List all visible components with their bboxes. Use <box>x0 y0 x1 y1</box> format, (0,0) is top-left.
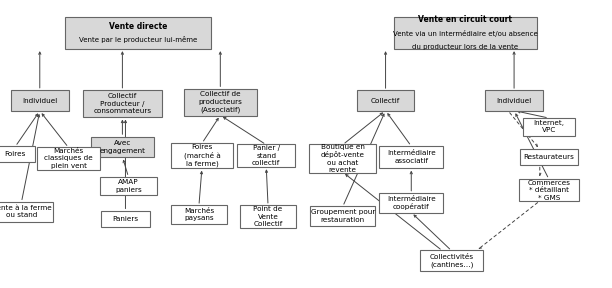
Text: Collectivités
(cantines…): Collectivités (cantines…) <box>430 254 474 268</box>
FancyBboxPatch shape <box>309 144 376 173</box>
Text: Marchés
paysans: Marchés paysans <box>184 208 214 221</box>
Text: Panier /
stand
collectif: Panier / stand collectif <box>252 145 280 166</box>
FancyBboxPatch shape <box>100 177 157 195</box>
FancyBboxPatch shape <box>91 137 154 157</box>
FancyBboxPatch shape <box>379 193 443 213</box>
Text: Vente par le producteur lui-même: Vente par le producteur lui-même <box>78 36 197 43</box>
Text: Individuel: Individuel <box>496 98 532 104</box>
Text: Vente via un intermédiaire et/ou absence: Vente via un intermédiaire et/ou absence <box>393 30 537 37</box>
FancyBboxPatch shape <box>420 250 483 271</box>
FancyBboxPatch shape <box>237 144 295 167</box>
FancyBboxPatch shape <box>240 205 296 228</box>
Text: Intermédiaire
coopératif: Intermédiaire coopératif <box>387 196 436 211</box>
FancyBboxPatch shape <box>0 146 35 162</box>
Text: Individuel: Individuel <box>22 98 58 104</box>
Text: Paniers: Paniers <box>113 216 138 222</box>
FancyBboxPatch shape <box>171 205 227 224</box>
FancyBboxPatch shape <box>485 90 543 111</box>
FancyBboxPatch shape <box>11 90 69 111</box>
FancyBboxPatch shape <box>519 179 580 202</box>
Text: AMAP
paniers: AMAP paniers <box>115 179 142 192</box>
FancyBboxPatch shape <box>101 211 149 227</box>
Text: Collectif de
producteurs
(Associatif): Collectif de producteurs (Associatif) <box>198 92 242 113</box>
FancyBboxPatch shape <box>37 147 100 170</box>
FancyBboxPatch shape <box>0 202 53 222</box>
Text: Commerces
* détaillant
* GMS: Commerces * détaillant * GMS <box>528 180 570 200</box>
FancyBboxPatch shape <box>184 89 257 116</box>
Text: Boutique en
dépôt-vente
ou achat
revente: Boutique en dépôt-vente ou achat revente <box>321 143 365 173</box>
Text: Marchés
classiques de
plein vent: Marchés classiques de plein vent <box>44 148 93 169</box>
Text: Restaurateurs: Restaurateurs <box>523 154 575 160</box>
Text: Point de
Vente
Collectif: Point de Vente Collectif <box>253 206 283 227</box>
Text: Vente en circuit court: Vente en circuit court <box>418 15 512 24</box>
Text: Avec
engagement: Avec engagement <box>99 140 146 154</box>
FancyBboxPatch shape <box>394 17 537 49</box>
FancyBboxPatch shape <box>357 90 414 111</box>
Text: Collectif: Collectif <box>371 98 400 104</box>
FancyBboxPatch shape <box>523 118 575 136</box>
Text: Collectif
Producteur /
consommateurs: Collectif Producteur / consommateurs <box>94 93 151 114</box>
Text: Vente directe: Vente directe <box>108 22 167 31</box>
Text: Intermédiaire
associatif: Intermédiaire associatif <box>387 150 436 164</box>
FancyBboxPatch shape <box>65 17 211 49</box>
FancyBboxPatch shape <box>310 206 376 226</box>
Text: Internet,
VPC: Internet, VPC <box>534 120 564 133</box>
Text: Vente à la ferme
ou stand: Vente à la ferme ou stand <box>0 205 51 218</box>
FancyBboxPatch shape <box>171 143 233 168</box>
Text: Foires
(marché à
la ferme): Foires (marché à la ferme) <box>184 144 220 167</box>
FancyBboxPatch shape <box>520 149 578 165</box>
Text: Groupement pour
restauration: Groupement pour restauration <box>310 209 375 223</box>
Text: Foires: Foires <box>5 151 26 157</box>
FancyBboxPatch shape <box>379 145 443 168</box>
Text: du producteur lors de la vente: du producteur lors de la vente <box>412 43 518 50</box>
FancyBboxPatch shape <box>83 90 162 117</box>
